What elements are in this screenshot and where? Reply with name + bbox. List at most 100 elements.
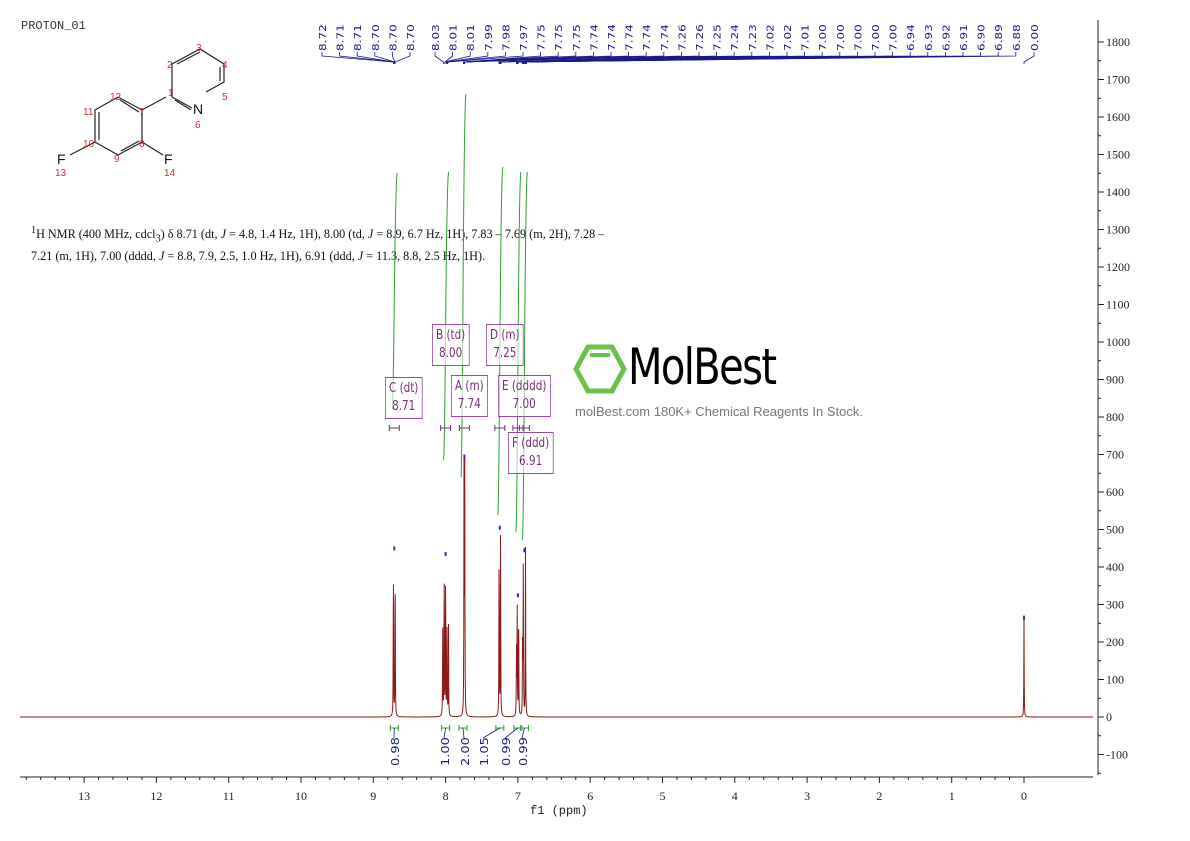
x-tick-label: 2 — [876, 789, 882, 803]
peak-label: 8.72 — [317, 24, 328, 51]
integral-value: 1.05 — [478, 737, 490, 766]
multiplet-box-b: B (td) 8.00 — [432, 324, 470, 366]
peak-label-connector — [444, 52, 471, 64]
peak-label: 7.25 — [712, 24, 723, 51]
peak-label: 7.75 — [536, 24, 547, 51]
atom-label: N — [193, 101, 203, 117]
multiplet-range — [440, 425, 452, 431]
peak-label: 7.98 — [501, 24, 512, 51]
peak-label-connector — [1023, 52, 1035, 64]
y-tick-label: 1700 — [1106, 73, 1130, 87]
y-tick-label: 100 — [1106, 673, 1124, 687]
spectrum-trace — [20, 454, 1093, 718]
peak-label-connector — [526, 52, 1017, 64]
x-tick-label: 1 — [949, 789, 955, 803]
peak-label-connector — [356, 52, 395, 64]
peak-label: 0.00 — [1029, 24, 1040, 51]
integral-value: 1.00 — [439, 737, 451, 766]
multiplet-value: 7.74 — [457, 397, 481, 412]
multiplet-value: 8.00 — [439, 346, 463, 361]
atom-label: 4 — [222, 60, 228, 71]
structure-bonds — [69, 48, 225, 156]
peak-label: 7.74 — [606, 24, 617, 51]
atom-label: 11 — [83, 107, 94, 118]
peak-label: 7.99 — [483, 24, 494, 51]
atom-label: 1 — [168, 88, 174, 99]
x-tick-label: 8 — [443, 789, 449, 803]
x-axis-label: f1 (ppm) — [530, 804, 588, 818]
integral-curve — [460, 93, 467, 478]
desc-part: = 4.8, 1.4 Hz, 1H), 8.00 (td, — [225, 227, 368, 242]
y-tick-label: 300 — [1106, 598, 1124, 612]
peak-label: 6.93 — [923, 24, 934, 51]
multiplet-value: 7.00 — [512, 397, 536, 412]
y-tick-label: 900 — [1106, 373, 1124, 387]
multiplet-box-e: E (dddd) 7.00 — [498, 375, 551, 417]
peak-label: 7.00 — [817, 24, 828, 51]
multiplet-range — [518, 425, 530, 431]
atom-label: 13 — [55, 168, 67, 179]
atom-label: 9 — [114, 154, 120, 165]
peak-label: 6.90 — [976, 24, 987, 51]
multiplet-label: B (td) — [436, 328, 466, 343]
peak-label: 7.74 — [641, 24, 652, 51]
multiplet-value: 6.91 — [519, 454, 543, 469]
x-tick-label: 5 — [660, 789, 666, 803]
atom-label: F — [57, 151, 66, 167]
peak-label: 7.74 — [659, 24, 670, 51]
peak-label: 8.70 — [388, 24, 399, 51]
y-tick-label: -100 — [1106, 748, 1128, 762]
desc-part: = 11.3, 8.8, 2.5 Hz, 1H). — [363, 248, 486, 263]
nmr-description: 1H NMR (400 MHz, cdcl3) δ 8.71 (dt, J = … — [31, 222, 611, 265]
peak-label: 6.92 — [941, 24, 952, 51]
multiplet-label: F (ddd) — [512, 436, 550, 451]
watermark-tagline: molBest.com 180K+ Chemical Reagents In S… — [575, 404, 863, 419]
x-tick-label: 4 — [732, 789, 738, 803]
y-tick-label: 0 — [1106, 710, 1112, 724]
peak-label-connector — [321, 52, 394, 64]
integral-connector — [504, 727, 519, 739]
peak-label: 8.01 — [465, 24, 476, 51]
integral-curve — [521, 171, 528, 541]
y-tick-label: 400 — [1106, 560, 1124, 574]
desc-part: 3 — [155, 233, 161, 245]
multiplet-box-f: F (ddd) 6.91 — [508, 432, 554, 474]
x-tick-label: 13 — [78, 789, 90, 803]
atom-label: 7 — [139, 107, 145, 118]
atom-label: 14 — [164, 168, 176, 179]
peak-label: 6.89 — [993, 24, 1004, 51]
multiplet-label: D (m) — [490, 328, 520, 343]
desc-part: J — [158, 248, 165, 263]
peak-label-connector — [446, 52, 506, 64]
peak-label: 6.91 — [958, 24, 969, 51]
x-tick-label: 10 — [295, 789, 307, 803]
multiplet-box-a: A (m) 7.74 — [451, 375, 488, 417]
atom-label: 10 — [83, 139, 95, 150]
multiplet-label: A (m) — [455, 379, 484, 394]
y-tick-label: 1500 — [1106, 148, 1130, 162]
peak-label: 8.01 — [448, 24, 459, 51]
peak-label-connector — [463, 52, 577, 64]
y-tick-label: 1600 — [1106, 110, 1130, 124]
peak-label-connector — [394, 52, 411, 64]
multiplet-label: E (dddd) — [502, 379, 547, 394]
desc-part: 1 — [31, 225, 37, 236]
peak-label: 6.94 — [905, 24, 916, 51]
peak-label: 7.02 — [782, 24, 793, 51]
peak-label: 7.75 — [553, 24, 564, 51]
y-tick-label: 500 — [1106, 523, 1124, 537]
peak-label: 7.97 — [518, 24, 529, 51]
x-tick-label: 11 — [223, 789, 235, 803]
peak-label: 7.74 — [589, 24, 600, 51]
x-tick-label: 0 — [1021, 789, 1027, 803]
y-tick-label: 1300 — [1106, 223, 1130, 237]
peak-label: 8.70 — [405, 24, 416, 51]
multiplet-box-d: D (m) 7.25 — [486, 324, 524, 366]
y-tick-label: 1200 — [1106, 260, 1130, 274]
peak-label: 8.70 — [370, 24, 381, 51]
y-tick-label: 1100 — [1106, 298, 1130, 312]
watermark-logo: MolBest — [628, 338, 777, 396]
peak-label: 6.88 — [1011, 24, 1022, 51]
